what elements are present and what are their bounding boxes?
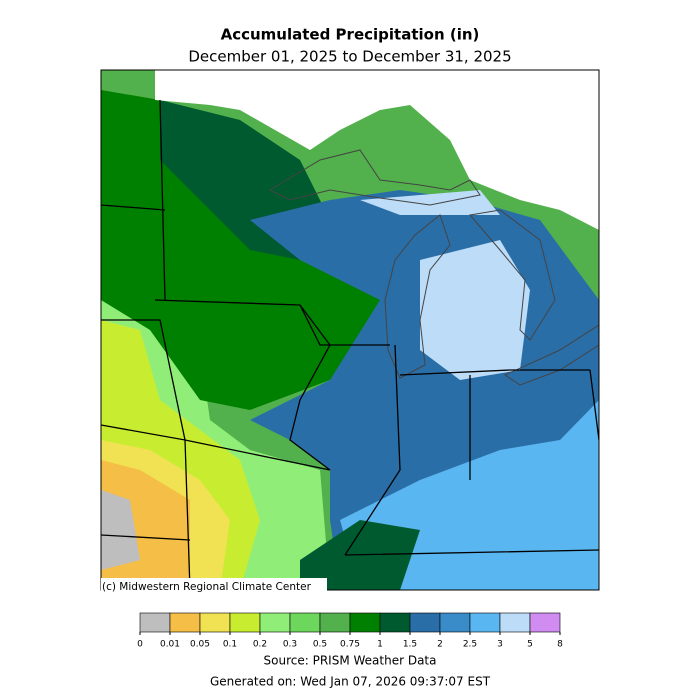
colorbar-bin: [379, 612, 411, 633]
colorbar-bin: [469, 612, 501, 633]
colorbar-bin: [499, 612, 531, 633]
colorbar-tick-label: 0.75: [340, 640, 360, 650]
colorbar-tick-label: 2.5: [463, 640, 477, 650]
colorbar-bin: [409, 612, 441, 633]
source-note: Source: PRISM Weather Data: [264, 654, 437, 668]
colorbar-bin: [259, 612, 291, 633]
colorbar-bin: [319, 612, 351, 633]
colorbar-tick-label: 0.3: [283, 640, 297, 650]
generated-note: Generated on: Wed Jan 07, 2026 09:37:07 …: [210, 675, 491, 689]
colorbar-bin: [439, 612, 471, 633]
colorbar-bin: [349, 612, 381, 633]
map-subtitle: December 01, 2025 to December 31, 2025: [188, 48, 511, 66]
colorbar-tick-label: 1: [377, 640, 383, 650]
colorbar-tick-label: 2: [437, 640, 443, 650]
colorbar-tick-label: 0.2: [253, 640, 267, 650]
map-credit: (c) Midwestern Regional Climate Center: [102, 581, 312, 593]
map-title: Accumulated Precipitation (in): [221, 26, 480, 44]
colorbar-bin: [529, 612, 561, 633]
colorbar-tick-label: 0: [137, 640, 143, 650]
colorbar-bin: [199, 612, 231, 633]
colorbar-tick-label: 0.01: [160, 640, 180, 650]
map: (c) Midwestern Regional Climate Center: [100, 69, 600, 593]
colorbar-tick-label: 3: [497, 640, 503, 650]
colorbar-tick-label: 0.1: [223, 640, 237, 650]
colorbar-bin: [289, 612, 321, 633]
colorbar: 0 0.01 0.05 0.1 0.2 0.3 0.5 0.75 1 1.5 2 2.5 3 5 8: [137, 612, 563, 650]
colorbar-bin: [169, 612, 201, 633]
colorbar-bin: [229, 612, 261, 633]
colorbar-tick-label: 1.5: [403, 640, 417, 650]
colorbar-tick-label: 0.5: [313, 640, 327, 650]
colorbar-tick-label: 0.05: [190, 640, 210, 650]
colorbar-tick-label: 8: [557, 640, 563, 650]
colorbar-bin: [139, 612, 171, 633]
colorbar-tick-label: 5: [527, 640, 533, 650]
